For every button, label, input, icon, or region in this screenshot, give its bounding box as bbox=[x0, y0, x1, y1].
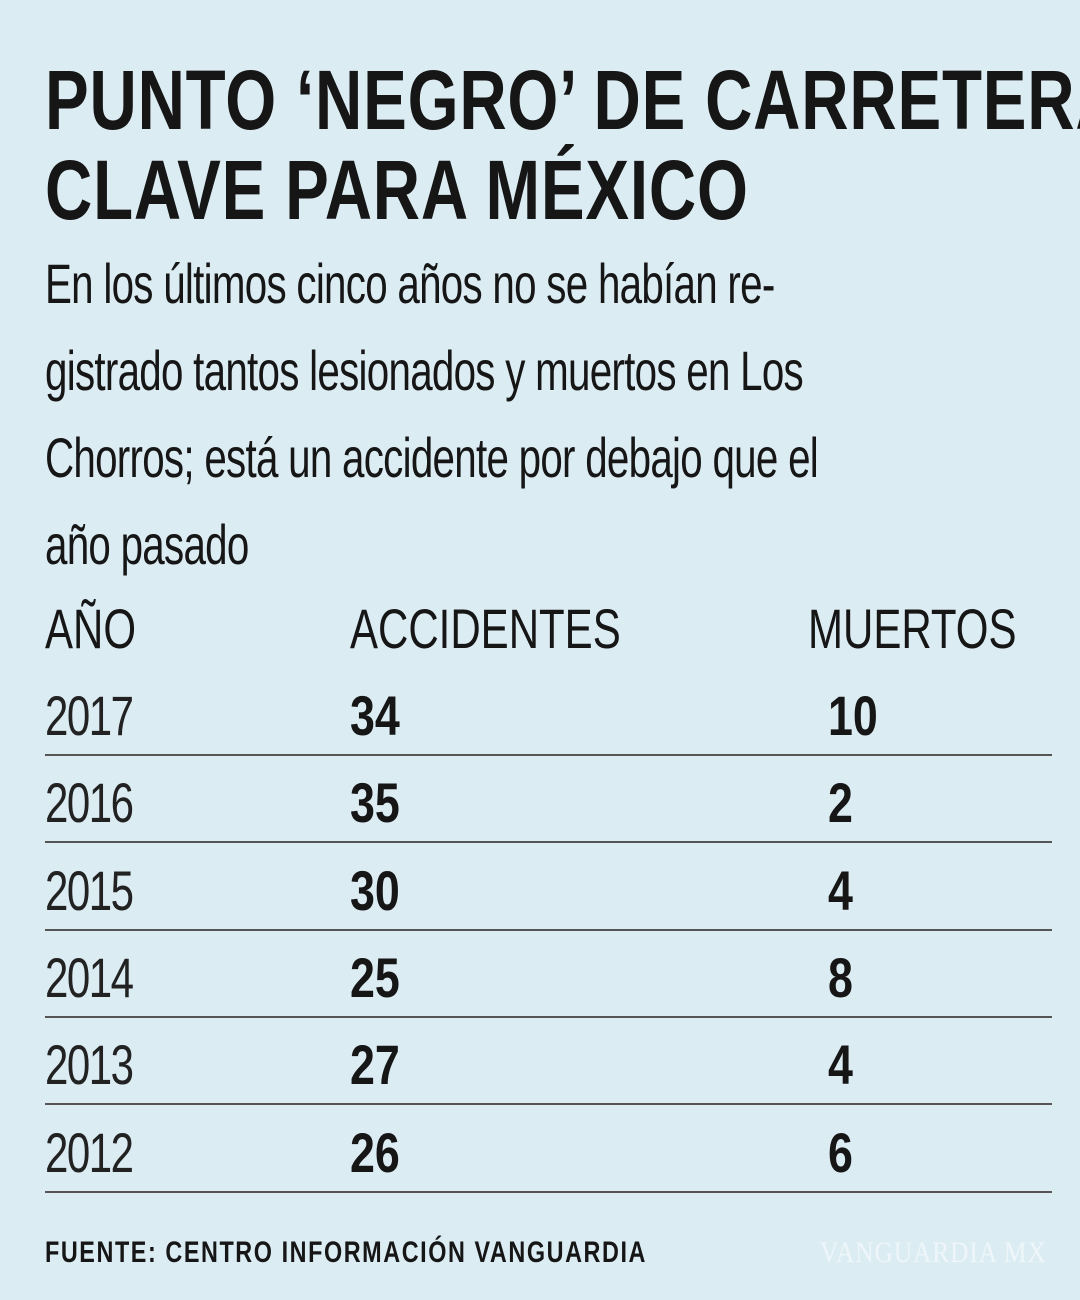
cell-year: 2012 bbox=[45, 1120, 134, 1184]
header-muertos: MUERTOS bbox=[808, 597, 1017, 660]
cell-accidentes: 25 bbox=[350, 945, 400, 1009]
cell-muertos: 4 bbox=[828, 858, 853, 922]
subtitle-line-1: En los últimos cinco años no se habían r… bbox=[45, 252, 775, 315]
cell-accidentes: 34 bbox=[350, 684, 400, 747]
subtitle-line-4: año pasado bbox=[45, 513, 249, 576]
cell-accidentes: 27 bbox=[350, 1033, 400, 1097]
cell-accidentes: 26 bbox=[350, 1120, 400, 1184]
subtitle-line-3: Chorros; está un accidente por debajo qu… bbox=[45, 426, 819, 489]
cell-accidentes: 35 bbox=[350, 771, 400, 835]
cell-year: 2015 bbox=[45, 858, 134, 922]
row-divider bbox=[45, 1015, 1052, 1018]
cell-muertos: 10 bbox=[828, 684, 878, 747]
cell-year: 2014 bbox=[45, 945, 134, 1009]
title-line-1: PUNTO ‘NEGRO’ DE CARRETERA bbox=[45, 53, 1080, 147]
cell-muertos: 8 bbox=[828, 945, 853, 1009]
cell-year: 2017 bbox=[45, 684, 134, 747]
row-divider bbox=[45, 754, 1052, 756]
subtitle-line-2: gistrado tantos lesionados y muertos en … bbox=[45, 339, 804, 402]
cell-muertos: 2 bbox=[828, 771, 853, 835]
source-note: FUENTE: CENTRO INFORMACIÓN VANGUARDIA bbox=[45, 1236, 647, 1269]
row-divider bbox=[45, 841, 1052, 844]
row-divider bbox=[45, 1103, 1052, 1106]
row-divider bbox=[45, 928, 1052, 931]
cell-muertos: 6 bbox=[828, 1120, 853, 1184]
header-accidentes: ACCIDENTES bbox=[350, 597, 621, 660]
cell-year: 2016 bbox=[45, 771, 134, 835]
header-year: AÑO bbox=[45, 597, 137, 660]
watermark-logo: VANGUARDIA MX bbox=[820, 1236, 1047, 1269]
title-line-2: CLAVE PARA MÉXICO bbox=[45, 143, 749, 237]
cell-muertos: 4 bbox=[828, 1033, 853, 1097]
cell-accidentes: 30 bbox=[350, 858, 400, 922]
cell-year: 2013 bbox=[45, 1033, 134, 1097]
row-divider bbox=[45, 1190, 1052, 1193]
